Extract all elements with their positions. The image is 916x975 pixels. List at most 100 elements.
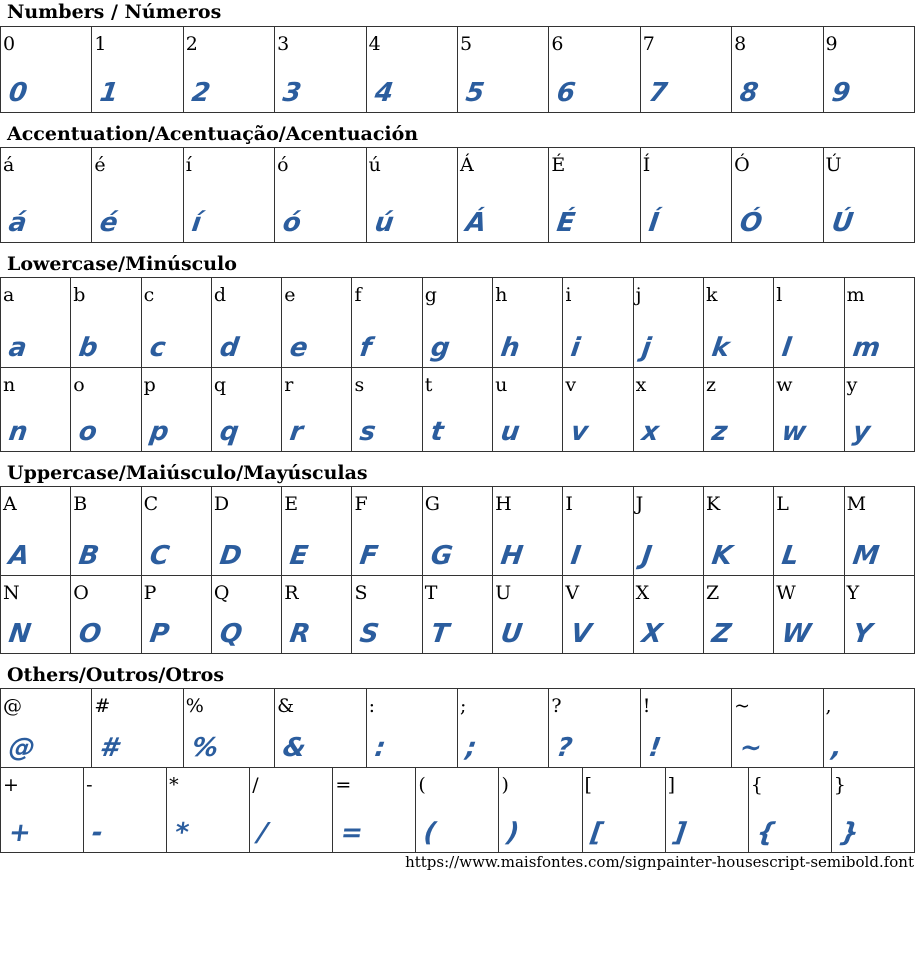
font-sample-glyph: y bbox=[850, 417, 872, 447]
font-sample-glyph: I bbox=[569, 541, 584, 571]
character-label: W bbox=[776, 582, 796, 604]
character-label: ó bbox=[277, 154, 289, 176]
character-label: / bbox=[252, 774, 259, 796]
character-label: i bbox=[565, 284, 572, 306]
character-label: ! bbox=[642, 695, 651, 717]
character-label: A bbox=[3, 493, 17, 515]
font-sample-glyph: é bbox=[98, 208, 121, 238]
character-label: I bbox=[565, 493, 573, 515]
character-label: 5 bbox=[459, 33, 473, 55]
character-label: q bbox=[213, 374, 227, 396]
section-title: Lowercase/Minúsculo bbox=[7, 253, 237, 275]
font-sample-glyph: @ bbox=[6, 733, 38, 763]
font-sample-glyph: 7 bbox=[646, 78, 669, 108]
character-label: ; bbox=[459, 695, 467, 717]
font-sample-glyph: A bbox=[6, 541, 32, 571]
character-label: o bbox=[73, 374, 85, 396]
character-label: g bbox=[424, 284, 437, 306]
section-title: Numbers / Números bbox=[7, 1, 222, 23]
source-url[interactable]: https://www.maisfontes.com/signpainter-h… bbox=[405, 853, 914, 871]
character-label: % bbox=[185, 695, 204, 717]
font-sample-glyph: + bbox=[6, 818, 33, 848]
font-sample-glyph: h bbox=[498, 333, 522, 363]
character-label: ? bbox=[551, 695, 562, 717]
font-sample-glyph: W bbox=[780, 619, 814, 649]
character-label: e bbox=[284, 284, 296, 306]
glyph-row: + + - - * * / / = =(())[[]]{{}} bbox=[0, 767, 916, 853]
character-label: ) bbox=[501, 774, 509, 796]
font-sample-glyph: * bbox=[173, 818, 191, 848]
character-label: É bbox=[551, 154, 566, 176]
glyph-table: @ @ # #%% & &::;;??!! ~ ~,, bbox=[0, 688, 916, 768]
character-label: r bbox=[284, 374, 294, 396]
font-sample-glyph: N bbox=[6, 619, 33, 649]
font-sample-glyph: ! bbox=[646, 733, 663, 763]
character-label: R bbox=[284, 582, 299, 604]
character-label: S bbox=[354, 582, 368, 604]
font-sample-glyph: 8 bbox=[738, 78, 761, 108]
character-label: } bbox=[833, 774, 846, 796]
character-label: - bbox=[86, 774, 93, 796]
character-label: h bbox=[495, 284, 508, 306]
font-sample-glyph: u bbox=[498, 417, 522, 447]
character-label: Y bbox=[846, 582, 860, 604]
font-sample-glyph: 4 bbox=[372, 78, 395, 108]
character-label: Ó bbox=[734, 154, 750, 176]
font-sample-glyph: [ bbox=[588, 818, 605, 848]
character-label: B bbox=[73, 493, 88, 515]
font-sample-glyph: i bbox=[569, 333, 583, 363]
character-label: H bbox=[495, 493, 512, 515]
glyph-cell: )) bbox=[498, 767, 583, 853]
character-label: x bbox=[635, 374, 647, 396]
font-sample-glyph: ~ bbox=[738, 733, 765, 763]
font-sample-glyph: q bbox=[217, 417, 241, 447]
font-sample-glyph: j bbox=[639, 333, 653, 363]
font-sample-glyph: 3 bbox=[281, 78, 304, 108]
font-sample-glyph: X bbox=[639, 619, 664, 649]
font-sample-glyph: a bbox=[6, 333, 29, 363]
font-sample-glyph: L bbox=[780, 541, 801, 571]
character-label: u bbox=[495, 374, 508, 396]
font-sample-glyph: P bbox=[147, 619, 171, 649]
font-sample-glyph: % bbox=[189, 733, 220, 763]
font-sample-glyph: z bbox=[709, 417, 730, 447]
character-label: # bbox=[94, 695, 111, 717]
font-sample-glyph: - bbox=[89, 818, 105, 848]
glyph-cell: ;; bbox=[456, 688, 550, 768]
character-label: 3 bbox=[277, 33, 290, 55]
font-sample-glyph: b bbox=[77, 333, 101, 363]
glyph-cell: {{ bbox=[747, 767, 832, 853]
character-label: = bbox=[335, 774, 352, 796]
font-sample-glyph: Í bbox=[646, 208, 661, 238]
character-label: b bbox=[73, 284, 86, 306]
character-label: U bbox=[495, 582, 512, 604]
font-sample-glyph: K bbox=[709, 541, 735, 571]
character-label: & bbox=[277, 695, 295, 717]
font-sample-glyph: t bbox=[428, 417, 446, 447]
character-label: 2 bbox=[185, 33, 198, 55]
font-sample-glyph: ? bbox=[555, 733, 575, 763]
character-label: C bbox=[143, 493, 159, 515]
